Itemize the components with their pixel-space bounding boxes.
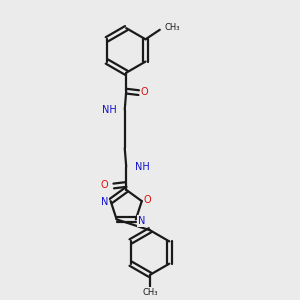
Text: O: O: [141, 87, 148, 97]
Text: CH₃: CH₃: [164, 23, 180, 32]
Text: NH: NH: [134, 162, 149, 172]
Text: O: O: [144, 195, 152, 205]
Text: NH: NH: [102, 105, 116, 115]
Text: N: N: [138, 216, 146, 226]
Text: CH₃: CH₃: [142, 288, 158, 297]
Text: O: O: [100, 180, 108, 190]
Text: N: N: [101, 197, 108, 207]
